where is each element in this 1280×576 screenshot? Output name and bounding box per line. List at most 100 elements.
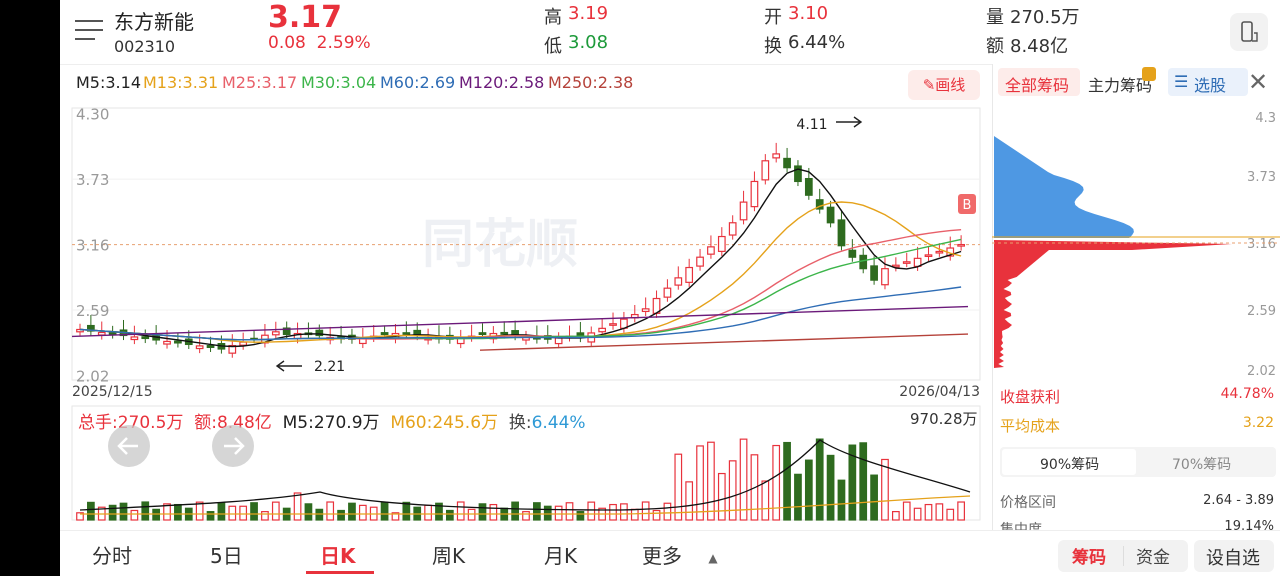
candle <box>478 332 487 335</box>
volume-bar <box>152 508 161 521</box>
date-start-label: 2025/12/15 <box>72 384 153 400</box>
candle <box>206 345 215 349</box>
tab-main-chips[interactable]: 主力筹码 <box>1088 76 1153 95</box>
tab-daily-k[interactable]: 日K <box>320 544 356 568</box>
candle <box>870 265 878 281</box>
volume-bar <box>783 441 791 521</box>
tab-pick-stock[interactable]: ☰ 选股 <box>1168 68 1248 96</box>
candle <box>794 165 802 183</box>
volume-bar <box>826 454 835 521</box>
avg-cost-label: 平均成本 <box>1000 417 1061 435</box>
tab-intraday[interactable]: 分时 <box>92 544 132 568</box>
concentration-label: 集中度 <box>1000 522 1042 531</box>
volume-bar <box>522 511 530 521</box>
ma-legend-item: M120:2.58 <box>459 73 545 92</box>
candle <box>685 266 694 283</box>
prev-arrow-button[interactable] <box>108 425 150 467</box>
seg-90-label[interactable]: 90%筹码 <box>1040 457 1100 473</box>
volume-bar <box>620 503 628 521</box>
ma-legend-item: M13:3.31 <box>143 73 219 92</box>
candle <box>707 246 715 255</box>
candle <box>881 268 889 286</box>
candle <box>271 331 280 336</box>
volume-bar <box>467 508 476 521</box>
volume-max-label: 970.28万 <box>910 410 978 428</box>
tab-all-chips[interactable]: 全部筹码 <box>998 68 1080 96</box>
volume-bar <box>87 501 95 521</box>
avg-cost-value: 3.22 <box>1242 415 1274 431</box>
seg-70-label[interactable]: 70%筹码 <box>1172 457 1232 473</box>
volume-bar <box>445 509 454 521</box>
candle <box>957 243 965 247</box>
tab-5day[interactable]: 5日 <box>210 544 243 568</box>
seg-90[interactable] <box>1002 449 1136 475</box>
low-mark-label: 2.21 <box>314 359 345 375</box>
tab-weekly-k[interactable]: 周K <box>432 544 466 568</box>
ma-line <box>79 286 962 341</box>
date-end-label: 2026/04/13 <box>899 384 980 400</box>
vol-m5-label: M5:270.9万 <box>282 413 380 433</box>
stock-code: 002310 <box>114 37 176 56</box>
volume-bar <box>304 503 313 521</box>
volume-bar <box>293 492 302 521</box>
y-tick-label: 4.30 <box>76 106 109 124</box>
candle <box>315 329 324 337</box>
volume-bar <box>761 480 770 521</box>
candle <box>815 199 824 210</box>
buy-signal-text: B <box>963 198 972 213</box>
candle <box>826 206 835 224</box>
volume-bar <box>576 511 585 521</box>
amount-stat: 额 8.48亿 <box>986 36 1069 57</box>
volume-bar <box>141 501 150 521</box>
volume-bar <box>217 502 226 521</box>
arrow-right-icon <box>224 437 245 455</box>
price-change: 0.08 2.59% <box>268 33 371 53</box>
volume-bar <box>652 509 661 521</box>
change-percent: 2.59% <box>316 33 371 53</box>
ma-legend-item: M60:2.69 <box>380 73 456 92</box>
add-watchlist-button[interactable]: 设自选 <box>1194 540 1274 572</box>
volume-bar <box>565 502 574 521</box>
volume-bar <box>174 503 182 521</box>
volume-bar <box>380 501 389 521</box>
triangle-up-icon: ▲ <box>708 550 718 565</box>
candle <box>641 308 650 313</box>
chip-y-tick: 4.3 <box>1255 111 1276 126</box>
stock-app: 东方新能 002310 3.17 0.08 2.59% 高 3.19 低 3.08 … <box>60 0 1280 576</box>
volume-bar <box>707 441 715 521</box>
volume-bar <box>511 501 519 521</box>
vol-m60-line <box>80 495 971 515</box>
ma250-line <box>479 333 969 351</box>
volume-bar <box>478 503 487 521</box>
ma-legend-item: M25:3.17 <box>222 73 298 92</box>
volume-bar <box>674 453 683 521</box>
volume-bar <box>119 502 128 521</box>
y-tick-label: 2.59 <box>76 302 109 320</box>
chip-y-tick: 2.59 <box>1247 304 1276 319</box>
y-tick-label: 3.73 <box>76 171 109 189</box>
funds-button[interactable]: 资金 <box>1136 548 1170 568</box>
tab-monthly-k[interactable]: 月K <box>544 544 578 568</box>
draw-line-button[interactable]: ✎画线 <box>908 70 980 100</box>
next-arrow-button[interactable] <box>212 425 254 467</box>
close-icon[interactable]: ✕ <box>1248 68 1269 96</box>
candle <box>761 160 770 181</box>
landscape-toggle-button[interactable] <box>1230 13 1268 51</box>
candle <box>174 340 182 344</box>
profit-value: 44.78% <box>1220 386 1274 402</box>
volume-bar <box>533 502 541 521</box>
volume-bar <box>739 438 748 521</box>
vol-turnover-label: 换: <box>508 413 532 433</box>
tab-more[interactable]: 更多 ▲ <box>642 544 718 568</box>
volume-bar <box>848 444 857 521</box>
y-tick-label: 3.16 <box>76 237 109 255</box>
volume-bar <box>924 503 933 521</box>
candle <box>554 337 563 345</box>
chips-button[interactable]: 筹码 <box>1072 548 1106 568</box>
high-stat: 高 3.19 <box>544 3 609 28</box>
turnover-stat: 换 6.44% <box>764 32 846 57</box>
menu-icon[interactable] <box>75 18 103 42</box>
candle <box>239 341 248 346</box>
volume-bar <box>130 509 139 521</box>
